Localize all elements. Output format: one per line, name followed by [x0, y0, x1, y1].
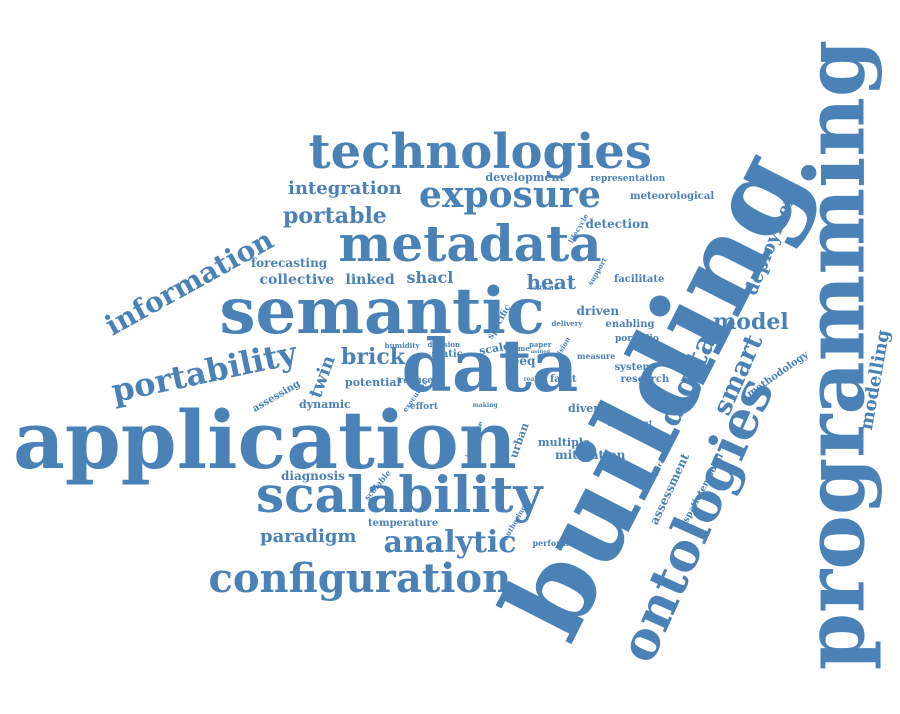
word-collective: collective: [259, 272, 335, 288]
word-multiple: multiple: [538, 435, 590, 449]
word-static: static: [431, 349, 463, 360]
word-semantic: semantic: [219, 274, 545, 349]
word-facilitate: facilitate: [614, 274, 665, 285]
word-important: important: [607, 418, 653, 428]
word-technologies: technologies: [308, 124, 652, 180]
word-research: research: [620, 374, 670, 385]
word-temperature: temperature: [368, 518, 439, 529]
word-unified: unified: [530, 348, 550, 355]
word-humidity: humidity: [384, 340, 420, 350]
word-diverse: diverse: [568, 401, 613, 415]
word-portable: portable: [283, 203, 387, 229]
word-analytic: analytic: [383, 525, 517, 560]
word-meteorological: meteorological: [630, 191, 715, 202]
word-driven: driven: [576, 304, 620, 318]
word-configuration: configuration: [208, 555, 512, 602]
word-shacl: shacl: [406, 268, 454, 287]
word-diagnosis: diagnosis: [281, 469, 345, 483]
word-seeq: seeq: [505, 354, 536, 368]
word-exposure: exposure: [419, 174, 601, 216]
word-dynamic: dynamic: [299, 397, 351, 411]
word-development: development: [485, 170, 565, 184]
word-scalability: scalability: [256, 465, 543, 524]
word-linked: linked: [345, 272, 395, 288]
word-brick: brick: [341, 344, 405, 370]
word-delivery: delivery: [551, 318, 583, 328]
word-making: making: [472, 402, 498, 409]
word-reduce: reduce: [398, 375, 434, 386]
word-real: real: [523, 376, 537, 383]
word-model: model: [713, 309, 789, 335]
word-performance: performance: [532, 538, 590, 548]
word-measure: measure: [577, 351, 616, 361]
word-metadata: metadata: [338, 214, 602, 273]
word-detection: detection: [585, 217, 649, 231]
word-data: data: [401, 323, 579, 408]
word-paper: paper: [529, 339, 552, 349]
word-software: software: [529, 285, 559, 292]
word-heat: heat: [526, 270, 576, 294]
word-system: system: [614, 362, 654, 373]
word-mitigation: mitigation: [555, 448, 626, 462]
word-application: application: [13, 393, 517, 487]
word-time: time: [512, 343, 530, 353]
word-fault: fault: [550, 374, 577, 385]
word-representation: representation: [590, 173, 666, 184]
word-decision: decision: [427, 339, 461, 349]
word-integration: integration: [288, 178, 402, 199]
word-forecasting: forecasting: [251, 256, 328, 270]
word-enabling: enabling: [605, 319, 655, 330]
word-effort: effort: [410, 401, 439, 412]
word-portfolio: portfolio: [615, 333, 659, 344]
word-paradigm: paradigm: [260, 526, 357, 547]
word-potential: potential: [345, 375, 401, 389]
